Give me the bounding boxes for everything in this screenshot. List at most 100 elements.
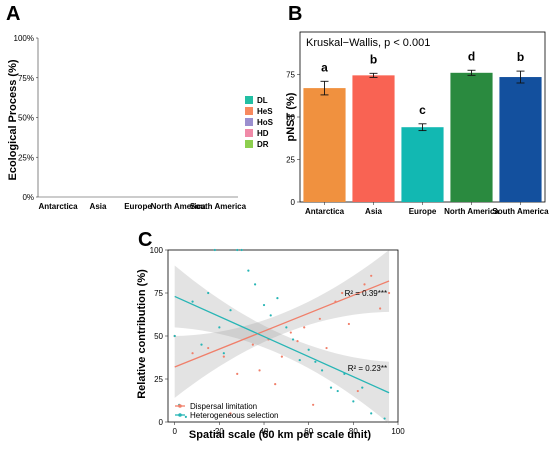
panel-c-point — [383, 417, 386, 420]
panel-c-fit-line — [174, 280, 390, 368]
panel-b-xtick-label: Europe — [409, 207, 437, 216]
panel-c-point — [213, 248, 216, 252]
panel-c-point — [303, 326, 306, 329]
panel-c-chart: Relative contribution (%) Spatial scale … — [136, 246, 405, 441]
panel-c-legend-marker — [178, 413, 182, 417]
panel-c-point — [336, 389, 339, 393]
panel-c-point — [363, 283, 366, 286]
panel-c-point — [191, 300, 194, 303]
panel-c-point — [356, 389, 359, 393]
panel-a-legend-swatch — [245, 140, 253, 148]
panel-b-chart: Kruskal−Wallis, p < 0.001 pNST (%) a b c d b… — [285, 31, 549, 216]
panel-c-point — [291, 338, 295, 341]
panel-b-bar — [401, 127, 444, 202]
panel-a-legend-label: HoS — [257, 118, 274, 127]
panel-c-point — [200, 343, 203, 346]
panel-c-point — [307, 348, 310, 351]
panel-a-legend-label: DR — [257, 140, 269, 149]
panel-a-chart: Ecological Process (%) 0% 25% 50% 75% 100% A… — [7, 34, 274, 211]
panel-b-bar — [499, 77, 542, 202]
panel-b-ylabel: pNST (%) — [285, 92, 297, 141]
panel-c-r2-label: R² = 0.23** — [348, 364, 387, 373]
panel-c-xtick-label: 100 — [391, 427, 405, 436]
panel-c-point — [318, 317, 321, 320]
panel-b-xtick-label: North America — [444, 207, 499, 216]
panel-a-ytick-label: 25% — [18, 153, 34, 162]
panel-b-xtick-label: Asia — [365, 207, 382, 216]
panel-a-legend-swatch — [245, 118, 253, 126]
panel-c-point — [191, 352, 194, 355]
panel-a-legend-label: DL — [257, 96, 268, 105]
panel-a-ytick-label: 0% — [22, 193, 34, 202]
panel-a-xtick-label: Europe — [124, 202, 152, 211]
panel-c-point — [329, 386, 333, 389]
panel-b-xtick-label: South America — [492, 207, 549, 216]
panel-a-xtick-label: Asia — [90, 202, 107, 211]
panel-c-point — [222, 355, 225, 358]
panel-c-point — [280, 355, 283, 358]
panel-a-xtick-label: North America — [151, 202, 206, 211]
panel-c-point — [207, 346, 210, 350]
panel-c-point — [269, 314, 272, 317]
panel-c-point — [173, 334, 176, 338]
panel-c-xtick-label: 40 — [260, 427, 269, 436]
panel-b-significance-letter: b — [517, 50, 524, 64]
panel-c-legend-label: Dispersal limitation — [190, 402, 257, 411]
panel-c-legend-label: Heterogeneous selection — [190, 411, 279, 420]
panel-c-point — [207, 291, 210, 295]
panel-c-point — [289, 331, 292, 334]
panel-c-point — [236, 248, 239, 252]
panel-c-point — [258, 369, 261, 372]
panel-c-point — [341, 291, 344, 295]
panel-c-point — [229, 412, 232, 415]
panel-c-point — [251, 343, 254, 346]
panel-c-point — [274, 383, 277, 386]
panel-c-point — [296, 340, 299, 343]
panel-c-point — [352, 400, 355, 403]
panel-a-legend-label: HeS — [257, 107, 273, 116]
panel-c-point — [184, 415, 187, 418]
panel-a-legend-swatch — [245, 96, 253, 104]
panel-c-xtick-label: 20 — [215, 427, 224, 436]
panel-c-r2-label: R² = 0.39*** — [345, 289, 387, 298]
panel-c-point — [325, 346, 328, 350]
panel-b-significance-letter: b — [370, 52, 377, 66]
panel-c-xtick-label: 0 — [172, 427, 177, 436]
panel-c-point — [253, 283, 257, 286]
panel-c-point — [298, 358, 301, 362]
panel-c-point — [370, 412, 373, 415]
panel-b-significance-letter: d — [468, 49, 475, 63]
panel-c-point — [262, 303, 266, 307]
panel-c-point — [247, 269, 250, 272]
panel-c-letter: C — [138, 229, 152, 251]
panel-c-ytick-label: 25 — [154, 375, 163, 384]
panel-c-xtick-label: 80 — [349, 427, 358, 436]
panel-b-ytick-label: 25 — [286, 156, 295, 165]
panel-c-ytick-label: 100 — [150, 246, 164, 255]
panel-c-point — [379, 307, 382, 310]
panel-c-xlabel: Spatial scale (60 km per scale unit) — [189, 429, 372, 441]
panel-a-xtick-label: Antarctica — [38, 202, 78, 211]
panel-c-legend-marker — [178, 404, 182, 408]
panel-a-ylabel: Ecological Process (%) — [7, 59, 19, 180]
panel-b-annotation: Kruskal−Wallis, p < 0.001 — [306, 37, 430, 49]
panel-a-legend-swatch — [245, 129, 253, 137]
panel-c-point — [361, 386, 364, 389]
panel-c-ytick-label: 0 — [159, 418, 164, 427]
panel-c-fit-line — [174, 295, 390, 394]
panel-b-significance-letter: a — [321, 60, 328, 74]
panel-c-point — [370, 274, 373, 277]
panel-b-significance-letter: c — [419, 103, 426, 117]
panel-b-letter: B — [288, 3, 302, 25]
panel-a-letter: A — [6, 3, 20, 25]
panel-c-point — [312, 403, 315, 406]
panel-c-ytick-label: 75 — [154, 289, 163, 298]
panel-a-ytick-label: 75% — [18, 74, 34, 83]
panel-a-legend-swatch — [245, 107, 253, 115]
panel-c-point — [320, 369, 324, 372]
panel-c-point — [276, 297, 279, 300]
panel-a-ytick-label: 50% — [18, 114, 34, 123]
panel-c-point — [240, 248, 243, 252]
panel-a-ytick-label: 100% — [14, 34, 34, 43]
